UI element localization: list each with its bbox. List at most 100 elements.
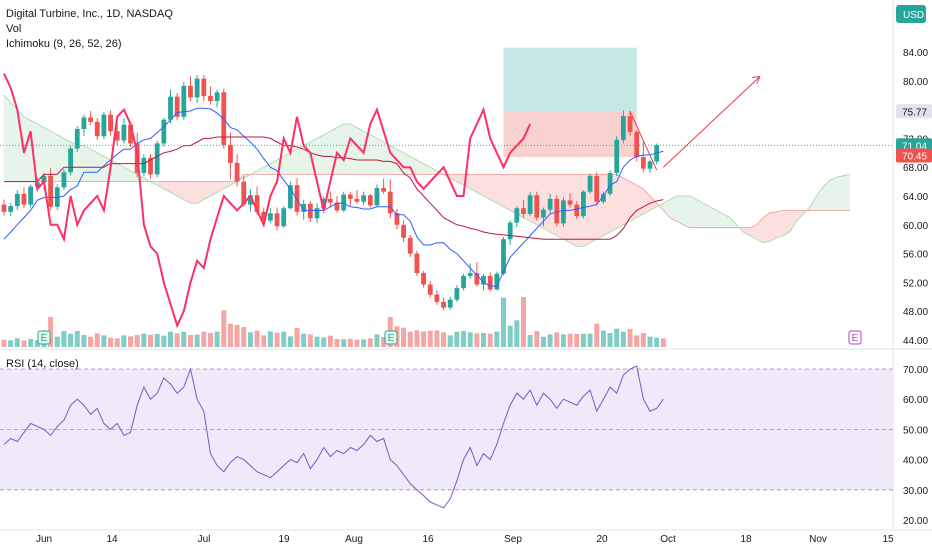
candle-body bbox=[287, 185, 293, 209]
volume-bar bbox=[407, 331, 413, 347]
candle-body bbox=[14, 193, 20, 207]
volume-bar bbox=[48, 317, 54, 347]
chart-title: Digital Turbine, Inc., 1D, NASDAQ bbox=[6, 8, 173, 20]
volume-bar bbox=[587, 333, 593, 347]
volume-bar bbox=[54, 336, 60, 347]
candle-body bbox=[554, 198, 560, 224]
kumo-segment bbox=[36, 123, 45, 182]
kumo-segment bbox=[316, 134, 324, 175]
kumo-segment bbox=[350, 123, 358, 175]
volume-bar bbox=[647, 336, 653, 347]
kumo-segment bbox=[76, 145, 85, 182]
candle-body bbox=[334, 202, 340, 211]
candle-body bbox=[188, 85, 193, 98]
volume-bar bbox=[181, 331, 187, 347]
candle-body bbox=[208, 95, 213, 101]
volume-bar bbox=[174, 333, 180, 347]
candle-body bbox=[434, 294, 440, 302]
candle-body bbox=[108, 114, 113, 132]
ichimoku-legend: Ichimoku (9, 26, 52, 26) bbox=[6, 38, 122, 50]
volume-bar bbox=[281, 331, 287, 347]
kumo-segment bbox=[702, 202, 711, 228]
kumo-segment bbox=[629, 181, 638, 222]
candle-body bbox=[401, 224, 406, 238]
candle-body bbox=[181, 85, 187, 117]
time-tick-label: Sep bbox=[504, 534, 522, 545]
kumo-segment bbox=[256, 166, 265, 175]
candle-body bbox=[654, 145, 660, 162]
time-tick-label: Nov bbox=[809, 534, 827, 545]
candle-body bbox=[640, 157, 646, 169]
volume-bar bbox=[307, 334, 313, 347]
kumo-segment bbox=[669, 195, 677, 222]
candle-body bbox=[281, 208, 287, 227]
volume-bar bbox=[94, 333, 100, 347]
leading-span-b bbox=[4, 174, 850, 229]
kumo-segment bbox=[83, 145, 91, 182]
volume-bar bbox=[381, 337, 387, 347]
earnings-marker bbox=[848, 330, 862, 345]
kumo-segment bbox=[503, 174, 511, 211]
candle-body bbox=[148, 157, 153, 175]
candle-body bbox=[48, 175, 54, 207]
kumo-segment bbox=[829, 176, 837, 211]
earnings-marker-label: E bbox=[388, 333, 395, 344]
volume-bar bbox=[354, 339, 360, 347]
volume-bar bbox=[247, 332, 253, 347]
price-tag-label: 70.45 bbox=[902, 152, 927, 163]
volume-bar bbox=[614, 328, 620, 347]
volume-bar bbox=[441, 332, 447, 347]
kumo-segment bbox=[43, 127, 51, 182]
currency-button-label: USD bbox=[903, 10, 924, 21]
kumo-segment bbox=[496, 174, 504, 208]
candle-body bbox=[501, 239, 506, 274]
candle-body bbox=[294, 185, 300, 212]
candle-body bbox=[28, 186, 34, 205]
volume-bar bbox=[427, 330, 433, 347]
time-tick-label: 20 bbox=[596, 534, 608, 545]
volume-bar bbox=[327, 335, 333, 347]
candle-body bbox=[268, 213, 273, 221]
earnings-marker-label: E bbox=[852, 333, 859, 344]
candle-body bbox=[327, 198, 333, 203]
currency-button[interactable] bbox=[896, 5, 926, 23]
kumo-segment bbox=[769, 211, 777, 242]
volume-bar bbox=[514, 320, 520, 347]
volume-bar bbox=[467, 332, 473, 347]
kumo-segment bbox=[676, 195, 684, 226]
candle-body bbox=[574, 204, 580, 217]
volume-bar bbox=[134, 335, 140, 347]
candle-body bbox=[248, 195, 253, 205]
volume-bar bbox=[527, 335, 533, 347]
volume-bar bbox=[321, 337, 327, 347]
volume-bar bbox=[447, 335, 453, 347]
kumo-segment bbox=[429, 166, 438, 175]
candle-body bbox=[81, 117, 87, 130]
volume-bar bbox=[101, 335, 107, 347]
volume-bar bbox=[148, 334, 154, 347]
volume-bar bbox=[261, 335, 267, 347]
candle-body bbox=[101, 114, 107, 137]
candle-body bbox=[307, 203, 313, 219]
volume-bar bbox=[287, 336, 293, 347]
price-tag bbox=[896, 148, 932, 163]
volume-bar bbox=[334, 339, 340, 347]
volume-bar bbox=[540, 336, 546, 347]
volume-bar bbox=[600, 330, 606, 347]
candle-body bbox=[94, 121, 100, 137]
candle-body bbox=[407, 237, 413, 254]
volume-bar bbox=[461, 331, 467, 347]
candle-body bbox=[461, 275, 466, 289]
candle-body bbox=[168, 96, 173, 120]
kumo-segment bbox=[449, 174, 458, 183]
volume-bar bbox=[161, 335, 167, 347]
volume-bar bbox=[241, 327, 247, 347]
candle-body bbox=[394, 213, 400, 225]
volume-legend: Vol bbox=[6, 23, 22, 35]
candle-body bbox=[161, 119, 167, 144]
volume-bar bbox=[341, 339, 347, 347]
projection-arrow-head bbox=[751, 75, 761, 84]
time-tick-label: 19 bbox=[278, 534, 290, 545]
time-tick-label: Jun bbox=[36, 534, 52, 545]
